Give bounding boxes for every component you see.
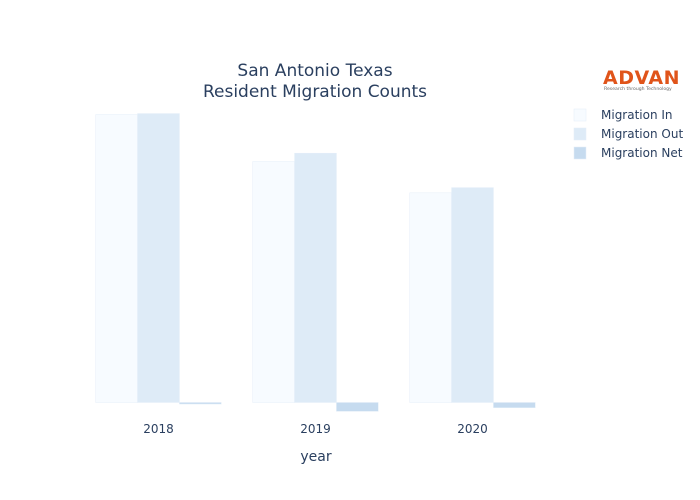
legend-label-migration-in[interactable]: Migration In xyxy=(601,108,673,122)
legend-label-migration-net[interactable]: Migration Net xyxy=(601,146,683,160)
bar-migration-out-2018[interactable] xyxy=(137,113,180,403)
legend-swatch-migration-in[interactable] xyxy=(573,108,587,122)
x-tick-label-2020: 2020 xyxy=(457,422,488,436)
bar-migration-out-2019[interactable] xyxy=(294,152,337,403)
x-tick-label-2019: 2019 xyxy=(300,422,331,436)
chart-title-line-1: San Antonio Texas xyxy=(237,61,392,81)
bar-migration-in-2019[interactable] xyxy=(252,161,295,403)
logo-wordmark: ADVAN xyxy=(603,67,680,89)
logo-tagline: Research through Technology xyxy=(604,86,672,92)
bar-migration-in-2018[interactable] xyxy=(95,114,138,403)
bars-layer xyxy=(95,113,536,412)
x-tick-label-2018: 2018 xyxy=(143,422,174,436)
bar-migration-net-2018[interactable] xyxy=(179,402,222,405)
bar-migration-net-2019[interactable] xyxy=(336,402,379,412)
advan-logo: ADVAN Research through Technology xyxy=(603,67,680,92)
bar-migration-in-2020[interactable] xyxy=(409,192,452,403)
x-tick-labels: 2018 2019 2020 xyxy=(143,422,488,436)
legend-swatch-migration-out[interactable] xyxy=(573,127,587,141)
chart-title: San Antonio Texas Resident Migration Cou… xyxy=(203,61,427,102)
legend-label-migration-out[interactable]: Migration Out xyxy=(601,127,683,141)
bar-migration-out-2020[interactable] xyxy=(451,187,494,403)
chart-title-line-2: Resident Migration Counts xyxy=(203,82,427,102)
bar-migration-net-2020[interactable] xyxy=(493,402,536,408)
x-axis-title: year xyxy=(300,449,331,465)
legend-swatch-migration-net[interactable] xyxy=(573,146,587,160)
legend: Migration In Migration Out Migration Net xyxy=(573,108,683,160)
